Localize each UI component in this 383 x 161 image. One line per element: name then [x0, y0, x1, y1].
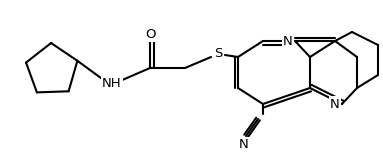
Text: N: N [283, 34, 293, 47]
Text: NH: NH [102, 76, 122, 90]
Text: N: N [239, 138, 249, 152]
Text: S: S [214, 47, 222, 60]
Text: O: O [145, 28, 155, 41]
Text: N: N [330, 98, 340, 110]
